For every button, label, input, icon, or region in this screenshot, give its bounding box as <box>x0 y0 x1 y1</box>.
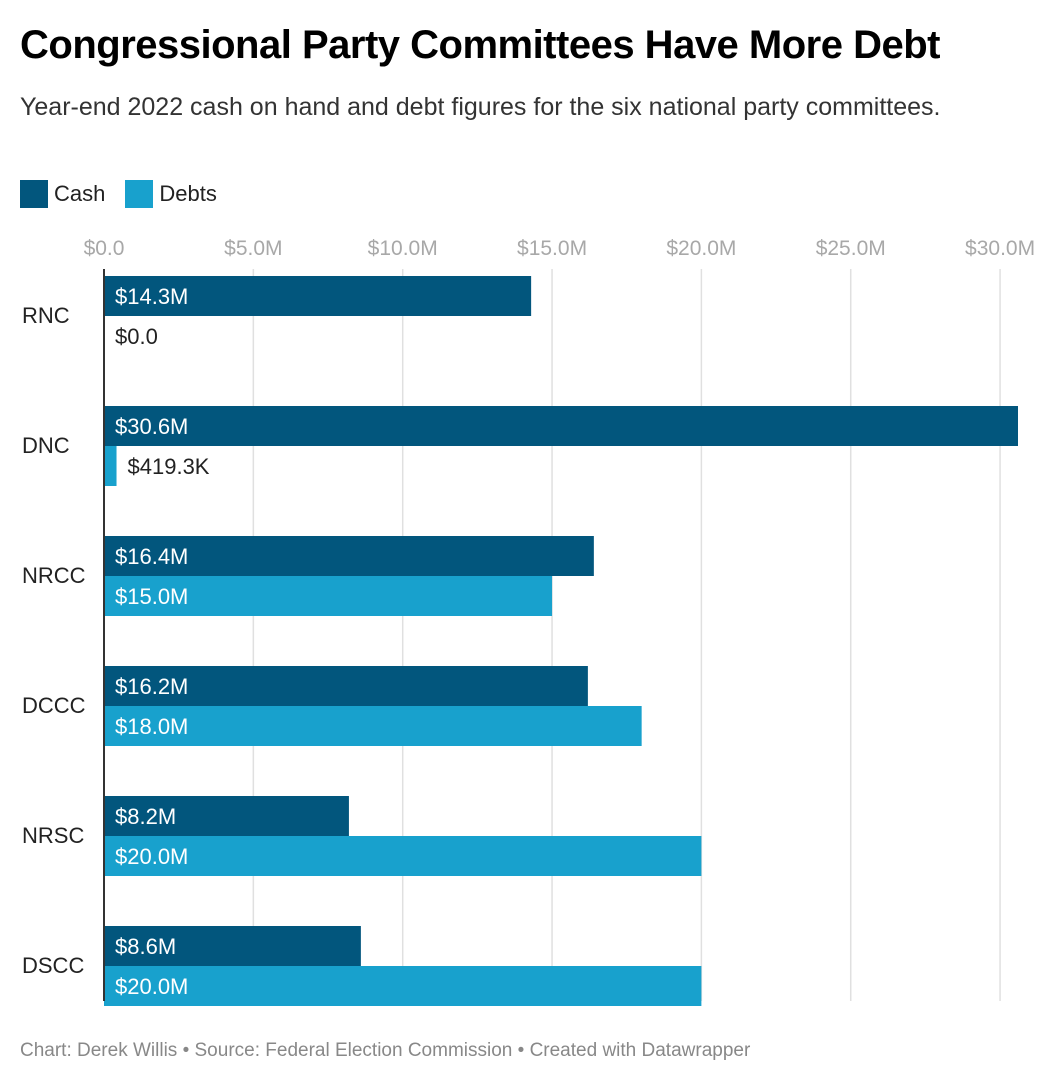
bar-cash <box>104 536 594 576</box>
data-label: $16.2M <box>115 674 188 699</box>
category-label: DNC <box>22 433 70 458</box>
legend-item-cash: Cash <box>20 180 105 208</box>
bar-debts <box>104 706 642 746</box>
x-tick-label: $10.0M <box>368 237 438 260</box>
data-label: $419.3K <box>128 454 210 479</box>
chart-title: Congressional Party Committees Have More… <box>20 23 940 67</box>
category-label: NRCC <box>22 563 86 588</box>
bar-debts <box>104 836 702 876</box>
x-tick-label: $5.0M <box>224 237 282 260</box>
chart-subtitle: Year-end 2022 cash on hand and debt figu… <box>20 93 941 121</box>
category-label: DSCC <box>22 953 84 978</box>
data-label: $0.0 <box>115 324 158 349</box>
bar-cash <box>104 276 532 316</box>
category-label: NRSC <box>22 823 84 848</box>
x-tick-label: $20.0M <box>666 237 736 260</box>
legend-label-cash: Cash <box>54 181 106 206</box>
bar-cash <box>104 926 361 966</box>
legend: Cash Debts <box>20 180 237 208</box>
data-label: $20.0M <box>115 844 188 869</box>
category-label: RNC <box>22 303 70 328</box>
bar-chart: $0.0 $5.0M $10.0M $15.0M $20.0M $25.0M $30.0M R… <box>22 237 1035 1006</box>
data-label: $16.4M <box>115 544 188 569</box>
data-label: $30.6M <box>115 414 188 439</box>
legend-swatch-cash <box>20 180 48 208</box>
bar-cash <box>104 406 1018 446</box>
bar-debts <box>104 966 702 1006</box>
data-label: $14.3M <box>115 284 188 309</box>
data-label: $15.0M <box>115 584 188 609</box>
data-label: $20.0M <box>115 974 188 999</box>
data-label: $8.2M <box>115 804 176 829</box>
x-tick-label: $15.0M <box>517 237 587 260</box>
chart-footer: Chart: Derek Willis • Source: Federal El… <box>20 1040 751 1061</box>
bar-debts <box>104 576 553 616</box>
bar-cash <box>104 666 588 706</box>
category-label: DCCC <box>22 693 86 718</box>
bar-cash <box>104 796 349 836</box>
data-label: $8.6M <box>115 934 176 959</box>
x-tick-label: $25.0M <box>816 237 886 260</box>
data-label: $18.0M <box>115 714 188 739</box>
x-tick-label: $30.0M <box>965 237 1035 260</box>
legend-swatch-debts <box>125 180 154 208</box>
legend-item-debts: Debts <box>125 180 217 208</box>
legend-label-debts: Debts <box>159 181 217 206</box>
bar-debts <box>104 446 117 486</box>
x-tick-label: $0.0 <box>84 237 125 260</box>
